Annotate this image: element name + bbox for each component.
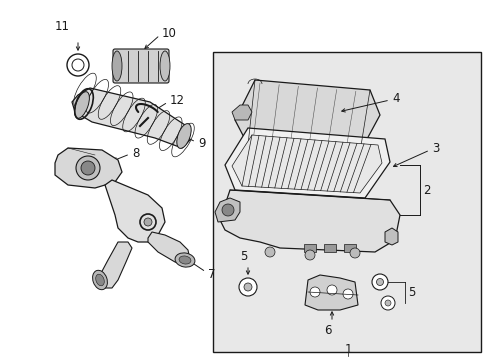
Polygon shape (235, 80, 379, 152)
Ellipse shape (96, 274, 104, 286)
Text: 5: 5 (240, 250, 247, 263)
Polygon shape (220, 190, 399, 252)
Circle shape (72, 59, 84, 71)
Text: 1: 1 (344, 343, 351, 356)
Text: 3: 3 (431, 141, 439, 154)
Circle shape (244, 283, 251, 291)
Circle shape (376, 279, 383, 285)
Polygon shape (55, 148, 122, 188)
Circle shape (349, 248, 359, 258)
Text: 2: 2 (422, 184, 429, 197)
Text: 6: 6 (324, 324, 331, 337)
Ellipse shape (177, 123, 191, 148)
Text: 10: 10 (162, 27, 177, 40)
Ellipse shape (160, 51, 170, 81)
FancyBboxPatch shape (113, 49, 169, 83)
Polygon shape (105, 180, 164, 242)
Circle shape (239, 278, 257, 296)
Text: 5: 5 (407, 285, 414, 298)
Bar (324, 244, 335, 252)
Text: 7: 7 (207, 267, 215, 280)
Polygon shape (72, 88, 190, 148)
Polygon shape (224, 128, 389, 198)
Ellipse shape (175, 253, 195, 267)
Ellipse shape (92, 270, 107, 290)
Circle shape (305, 250, 314, 260)
Circle shape (222, 204, 234, 216)
Circle shape (309, 287, 319, 297)
Polygon shape (305, 275, 357, 310)
Circle shape (371, 274, 387, 290)
Circle shape (67, 54, 89, 76)
Text: 12: 12 (170, 94, 184, 107)
Ellipse shape (179, 256, 190, 264)
Circle shape (326, 285, 336, 295)
Bar (343, 244, 355, 252)
Ellipse shape (75, 92, 89, 118)
Polygon shape (96, 242, 132, 288)
Polygon shape (384, 228, 397, 245)
Polygon shape (231, 135, 381, 193)
Circle shape (143, 218, 152, 226)
Bar (304, 244, 315, 252)
Polygon shape (231, 105, 251, 120)
Circle shape (264, 247, 274, 257)
Polygon shape (215, 198, 240, 222)
Text: 9: 9 (198, 136, 205, 149)
Polygon shape (148, 232, 190, 265)
Circle shape (380, 296, 394, 310)
Bar (213, 52, 480, 352)
Text: 8: 8 (132, 147, 139, 159)
Circle shape (76, 156, 100, 180)
Circle shape (342, 289, 352, 299)
Circle shape (81, 161, 95, 175)
Circle shape (384, 300, 390, 306)
Text: 11: 11 (54, 20, 69, 33)
Text: 4: 4 (391, 91, 399, 104)
Ellipse shape (112, 51, 122, 81)
